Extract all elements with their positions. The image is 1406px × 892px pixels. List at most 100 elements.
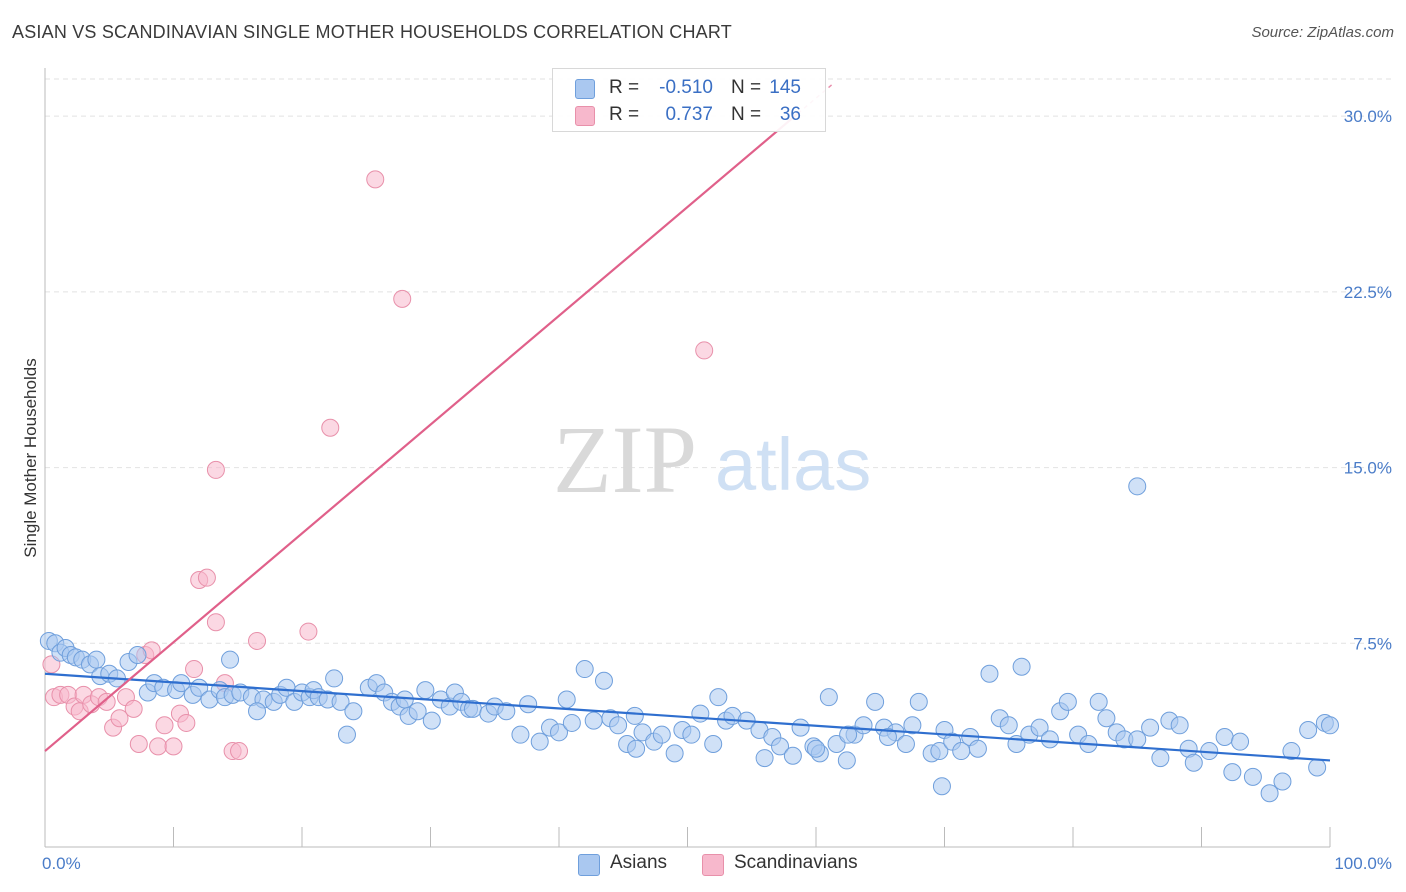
watermark-zip: ZIP <box>553 406 697 513</box>
watermark-atlas: atlas <box>715 423 871 506</box>
legend-label-asians: Asians <box>610 852 668 873</box>
asian-point <box>1215 728 1234 746</box>
scandinavian-point <box>129 735 148 754</box>
x-tick-label: 0.0% <box>42 854 81 873</box>
y-tick-label: 30.0% <box>1344 107 1392 126</box>
scandinavian-point <box>164 737 183 756</box>
asian-point <box>511 725 530 744</box>
asian-point <box>625 706 644 725</box>
legend-swatch-scandinavians <box>702 854 724 876</box>
legend-label-scandinavians: Scandinavians <box>734 852 858 873</box>
asian-point <box>1231 732 1250 751</box>
scandinavian-point <box>366 170 385 189</box>
asian-point <box>896 735 915 754</box>
scandinavian-point <box>155 716 174 735</box>
trend-lines <box>44 83 1331 762</box>
legend-r-label: R = <box>609 104 640 125</box>
asian-point <box>999 716 1018 735</box>
scandinavian-point <box>185 660 204 679</box>
legend-r-value: 0.737 <box>665 104 713 125</box>
scandinavian-point <box>230 742 249 761</box>
asian-point <box>980 664 999 683</box>
legend-n-label: N = <box>731 77 762 98</box>
scandinavian-point <box>248 631 267 650</box>
scandinavian-point <box>177 713 196 732</box>
legend-r-label: R = <box>609 77 640 98</box>
asian-point <box>594 671 613 690</box>
asian-point <box>575 660 594 679</box>
asian-point <box>609 716 628 735</box>
asian-point <box>1170 716 1189 735</box>
asian-point <box>337 725 356 744</box>
asian-point <box>1184 753 1203 772</box>
correlation-legend: R = -0.510 N = 145 R = 0.737 N = 36 <box>552 68 826 132</box>
scandinavian-point <box>197 568 216 587</box>
asian-point <box>1141 718 1160 737</box>
asian-point <box>562 713 581 732</box>
scandinavian-point <box>206 460 225 479</box>
asian-point <box>704 735 723 754</box>
asian-point <box>325 669 344 688</box>
asian-point <box>909 692 928 711</box>
asian-point <box>839 725 858 744</box>
asian-point <box>709 688 728 707</box>
legend-r-value: -0.510 <box>659 77 713 98</box>
scandinavian-point <box>97 692 116 711</box>
asian-point <box>837 751 856 770</box>
axes <box>44 68 1331 848</box>
legend-n-value: 36 <box>779 104 801 125</box>
asian-point <box>497 702 516 721</box>
asian-point <box>1151 749 1170 768</box>
asian-point <box>87 650 106 669</box>
y-tick-label: 22.5% <box>1344 283 1392 302</box>
scandinavian-point <box>393 289 412 308</box>
asian-point <box>1058 692 1077 711</box>
asian-point <box>519 695 538 714</box>
legend-row-asians: R = -0.510 N = 145 <box>553 75 825 101</box>
legend-swatch-asians <box>578 854 600 876</box>
asian-point <box>1243 767 1262 786</box>
asian-point <box>550 723 568 742</box>
asian-point <box>1223 763 1242 782</box>
asian-point <box>771 737 790 756</box>
asian-point <box>932 777 951 796</box>
asian-point <box>557 690 576 709</box>
asian-point <box>682 725 701 744</box>
asian-point <box>1308 758 1327 777</box>
legend-n-value: 145 <box>769 77 801 98</box>
asian-point <box>807 739 825 758</box>
asian-point <box>968 739 987 758</box>
asian-point <box>530 732 549 751</box>
legend-n-label: N = <box>731 104 762 125</box>
series-legend: Asians Scandinavians <box>0 852 1406 878</box>
asian-point <box>344 702 363 721</box>
asian-point <box>652 725 671 744</box>
asian-point <box>866 692 885 711</box>
asian-point <box>791 718 810 737</box>
scandinavian-point <box>206 613 225 632</box>
scandinavian-point <box>695 341 714 360</box>
asian-point <box>627 739 646 758</box>
asian-point <box>584 711 603 730</box>
asian-point <box>665 744 684 763</box>
asian-point <box>854 716 873 735</box>
scandinavian-point <box>124 699 143 718</box>
asian-point <box>819 688 838 707</box>
asian-point <box>1260 784 1279 803</box>
scandinavian-point <box>321 418 340 437</box>
asian-point <box>1321 716 1339 735</box>
asian-point <box>783 746 802 765</box>
asian-point <box>755 749 774 768</box>
asian-point <box>1012 657 1031 676</box>
legend-swatch-scandinavians <box>575 106 595 126</box>
asian-point <box>422 711 441 730</box>
watermark: ZIP atlas <box>553 406 871 513</box>
legend-row-scandinavians: R = 0.737 N = 36 <box>553 102 825 128</box>
legend-swatch-asians <box>575 79 595 99</box>
asian-point <box>1089 692 1108 711</box>
asian-point <box>221 650 240 669</box>
source-note: Source: ZipAtlas.com <box>1251 24 1394 41</box>
chart-title: ASIAN VS SCANDINAVIAN SINGLE MOTHER HOUS… <box>12 22 732 42</box>
asians-trend-line <box>44 672 1331 762</box>
